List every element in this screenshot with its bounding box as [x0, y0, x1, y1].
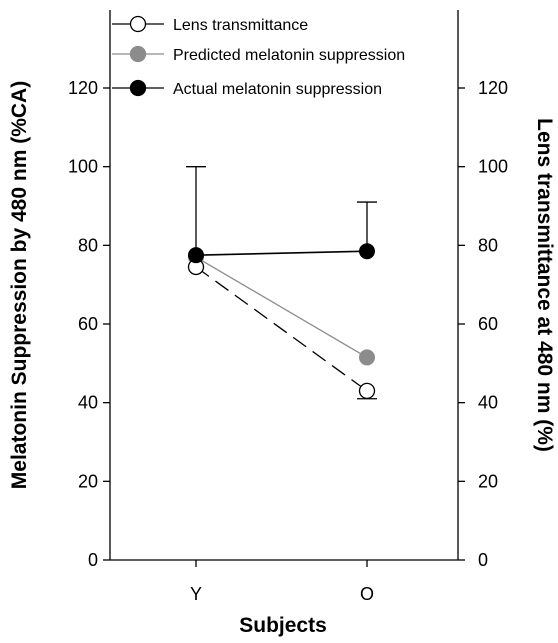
- right-y-tick-label: 80: [478, 235, 498, 255]
- point-actual: [188, 247, 204, 264]
- legend-label-actual: Actual melatonin suppression: [173, 81, 382, 98]
- legend: Lens transmittance Predicted melatonin s…: [112, 15, 405, 98]
- axes: [109, 10, 459, 561]
- legend-label-lens: Lens transmittance: [173, 17, 308, 34]
- series: [186, 166, 377, 400]
- left-y-tick-label: 80: [78, 235, 98, 255]
- right-y-tick-label: 100: [478, 157, 508, 177]
- point-lens: [358, 382, 376, 400]
- left-y-tick-label: 60: [78, 314, 98, 334]
- x-axis-title: Subjects: [239, 614, 327, 637]
- right-y-tick-label: 40: [478, 393, 498, 413]
- x-tick-label: Y: [190, 584, 202, 604]
- point-predicted: [359, 349, 375, 366]
- series-line-lens: [195, 266, 368, 392]
- series-line-predicted: [195, 256, 368, 358]
- legend-marker-lens: [129, 15, 147, 33]
- right-y-tick-label: 0: [478, 550, 488, 570]
- ticks: 0 20 40 60 80 100 120 0 20 40 60 80 100 120 Y O: [68, 78, 508, 604]
- legend-marker-actual: [129, 79, 147, 97]
- right-y-tick-label: 60: [478, 314, 498, 334]
- left-y-tick-label: 100: [68, 157, 98, 177]
- point-actual: [359, 243, 375, 260]
- left-y-axis-title: Melatonin Suppression by 480 nm (%CA): [8, 81, 31, 489]
- right-y-tick-label: 120: [478, 78, 508, 98]
- left-y-tick-label: 0: [88, 550, 98, 570]
- legend-marker-predicted: [129, 45, 147, 63]
- left-y-tick-label: 20: [78, 471, 98, 491]
- right-y-axis-title: Lens transmittance at 480 nm (%): [533, 118, 556, 452]
- series-line-actual: [195, 250, 368, 256]
- left-y-tick-label: 40: [78, 393, 98, 413]
- legend-label-predicted: Predicted melatonin suppression: [173, 47, 405, 64]
- x-tick-label: O: [360, 584, 374, 604]
- left-y-tick-label: 120: [68, 78, 98, 98]
- right-y-tick-label: 20: [478, 471, 498, 491]
